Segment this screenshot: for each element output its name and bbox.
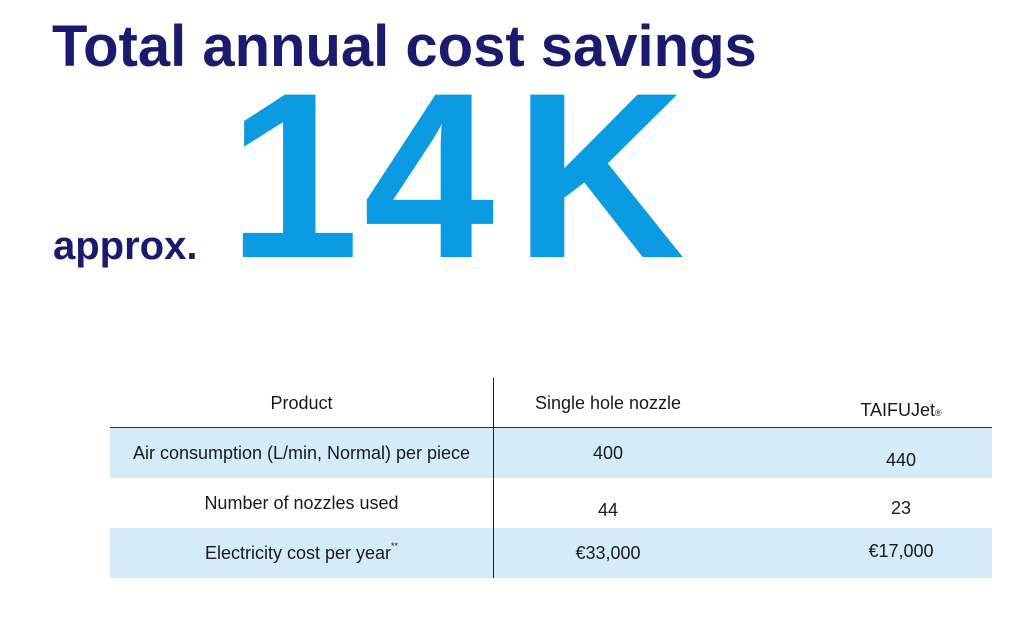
table-row: Electricity cost per year** €33,000 €17,… [110,528,992,578]
savings-amount: 14K [228,58,689,294]
savings-unit: K [514,44,689,308]
comparison-table: Product Single hole nozzle TAIFUJet® Air… [110,378,992,578]
row-label: Number of nozzles used [204,493,399,513]
header-taifujet: TAIFUJet® [810,400,992,421]
row-value-single: €33,000 [575,543,641,563]
table-row: Air consumption (L/min, Normal) per piec… [110,428,992,478]
header-taifujet-label: TAIFUJet [860,400,936,420]
header-product: Product [270,393,333,413]
row-value-taifu: 23 [890,498,912,518]
row-value-taifu: 440 [885,450,917,470]
row-label: Electricity cost per year [204,543,392,563]
table-row: Number of nozzles used 44 23 [110,478,992,528]
footnote-mark: ** [391,541,399,551]
column-divider [493,378,494,578]
row-label: Air consumption (L/min, Normal) per piec… [132,443,471,463]
table-header-row: Product Single hole nozzle TAIFUJet® [110,378,992,428]
approx-label: approx. [53,224,198,268]
header-single-hole-nozzle: Single hole nozzle [534,393,682,413]
header-divider [110,427,992,428]
savings-number: 14 [228,44,499,308]
row-value-single: 400 [592,443,624,463]
registered-mark: ® [935,408,942,418]
page-title: Total annual cost savings [52,14,757,79]
row-label-cell: Electricity cost per year** [110,541,493,564]
row-value-taifu: €17,000 [868,541,934,561]
row-value-single: 44 [597,500,619,520]
